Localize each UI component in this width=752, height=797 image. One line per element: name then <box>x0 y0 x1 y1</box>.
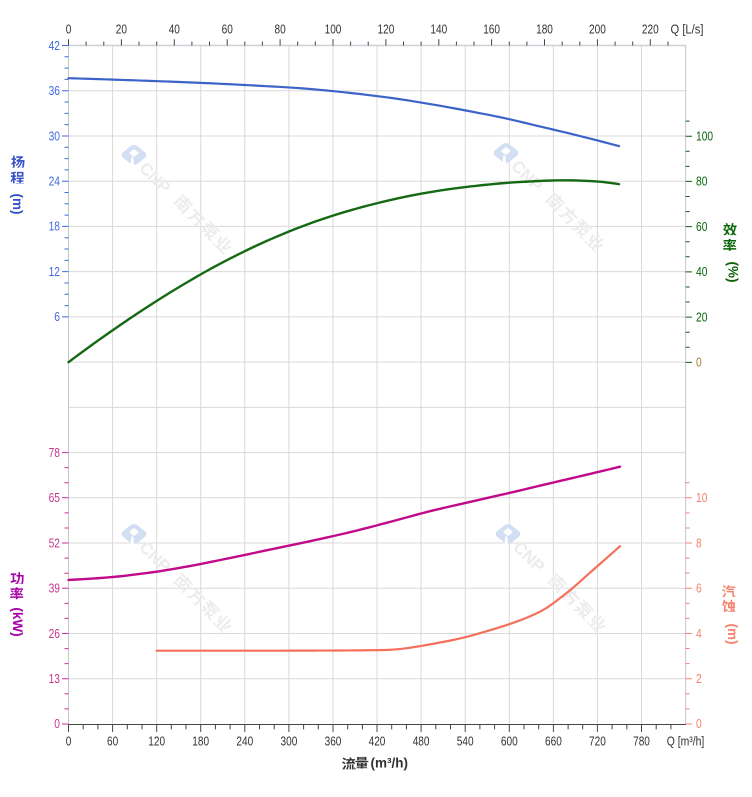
svg-text:540: 540 <box>457 734 474 748</box>
svg-text:180: 180 <box>192 734 209 748</box>
svg-text:18: 18 <box>49 220 60 234</box>
svg-text:6: 6 <box>54 310 60 324</box>
svg-text:160: 160 <box>483 22 500 36</box>
svg-text:42: 42 <box>49 39 60 53</box>
svg-text:480: 480 <box>413 734 430 748</box>
svg-text:Q [m³/h]: Q [m³/h] <box>667 734 705 748</box>
svg-text:30: 30 <box>49 129 60 143</box>
svg-text:20: 20 <box>116 22 127 36</box>
svg-text:40: 40 <box>169 22 180 36</box>
svg-text:(kW): (kW) <box>10 607 25 636</box>
svg-text:120: 120 <box>148 734 165 748</box>
svg-text:300: 300 <box>281 734 298 748</box>
svg-text:10: 10 <box>696 491 707 505</box>
svg-text:6: 6 <box>696 582 702 596</box>
svg-text:20: 20 <box>696 310 707 324</box>
svg-text:200: 200 <box>589 22 606 36</box>
svg-text:(m³/h): (m³/h) <box>371 756 409 771</box>
svg-text:0: 0 <box>66 734 72 748</box>
svg-text:360: 360 <box>325 734 342 748</box>
svg-text:(m): (m) <box>725 624 740 645</box>
svg-text:0: 0 <box>696 356 702 370</box>
svg-text:(m): (m) <box>10 194 25 215</box>
svg-text:52: 52 <box>49 536 60 550</box>
svg-text:600: 600 <box>501 734 518 748</box>
svg-text:60: 60 <box>696 220 707 234</box>
svg-text:60: 60 <box>222 22 233 36</box>
svg-text:0: 0 <box>696 717 702 731</box>
svg-text:65: 65 <box>49 491 60 505</box>
svg-text:Q [L/s]: Q [L/s] <box>671 22 704 36</box>
svg-text:80: 80 <box>696 175 707 189</box>
svg-text:240: 240 <box>236 734 253 748</box>
svg-text:39: 39 <box>49 582 60 596</box>
svg-text:13: 13 <box>49 672 60 686</box>
svg-text:780: 780 <box>633 734 650 748</box>
svg-text:220: 220 <box>642 22 659 36</box>
svg-text:40: 40 <box>696 265 707 279</box>
svg-text:36: 36 <box>49 84 60 98</box>
svg-text:100: 100 <box>325 22 342 36</box>
svg-text:8: 8 <box>696 536 702 550</box>
svg-text:24: 24 <box>49 175 60 189</box>
svg-text:80: 80 <box>275 22 286 36</box>
svg-text:2: 2 <box>696 672 702 686</box>
svg-text:26: 26 <box>49 627 60 641</box>
svg-text:140: 140 <box>430 22 447 36</box>
svg-text:4: 4 <box>696 627 702 641</box>
svg-text:0: 0 <box>66 22 72 36</box>
svg-text:(%): (%) <box>725 262 740 283</box>
svg-text:78: 78 <box>49 446 60 460</box>
svg-text:60: 60 <box>107 734 118 748</box>
svg-text:180: 180 <box>536 22 553 36</box>
svg-text:12: 12 <box>49 265 60 279</box>
svg-text:660: 660 <box>545 734 562 748</box>
svg-text:420: 420 <box>369 734 386 748</box>
svg-text:100: 100 <box>696 130 713 144</box>
svg-text:720: 720 <box>589 734 606 748</box>
svg-text:120: 120 <box>378 22 395 36</box>
svg-text:0: 0 <box>54 717 60 731</box>
